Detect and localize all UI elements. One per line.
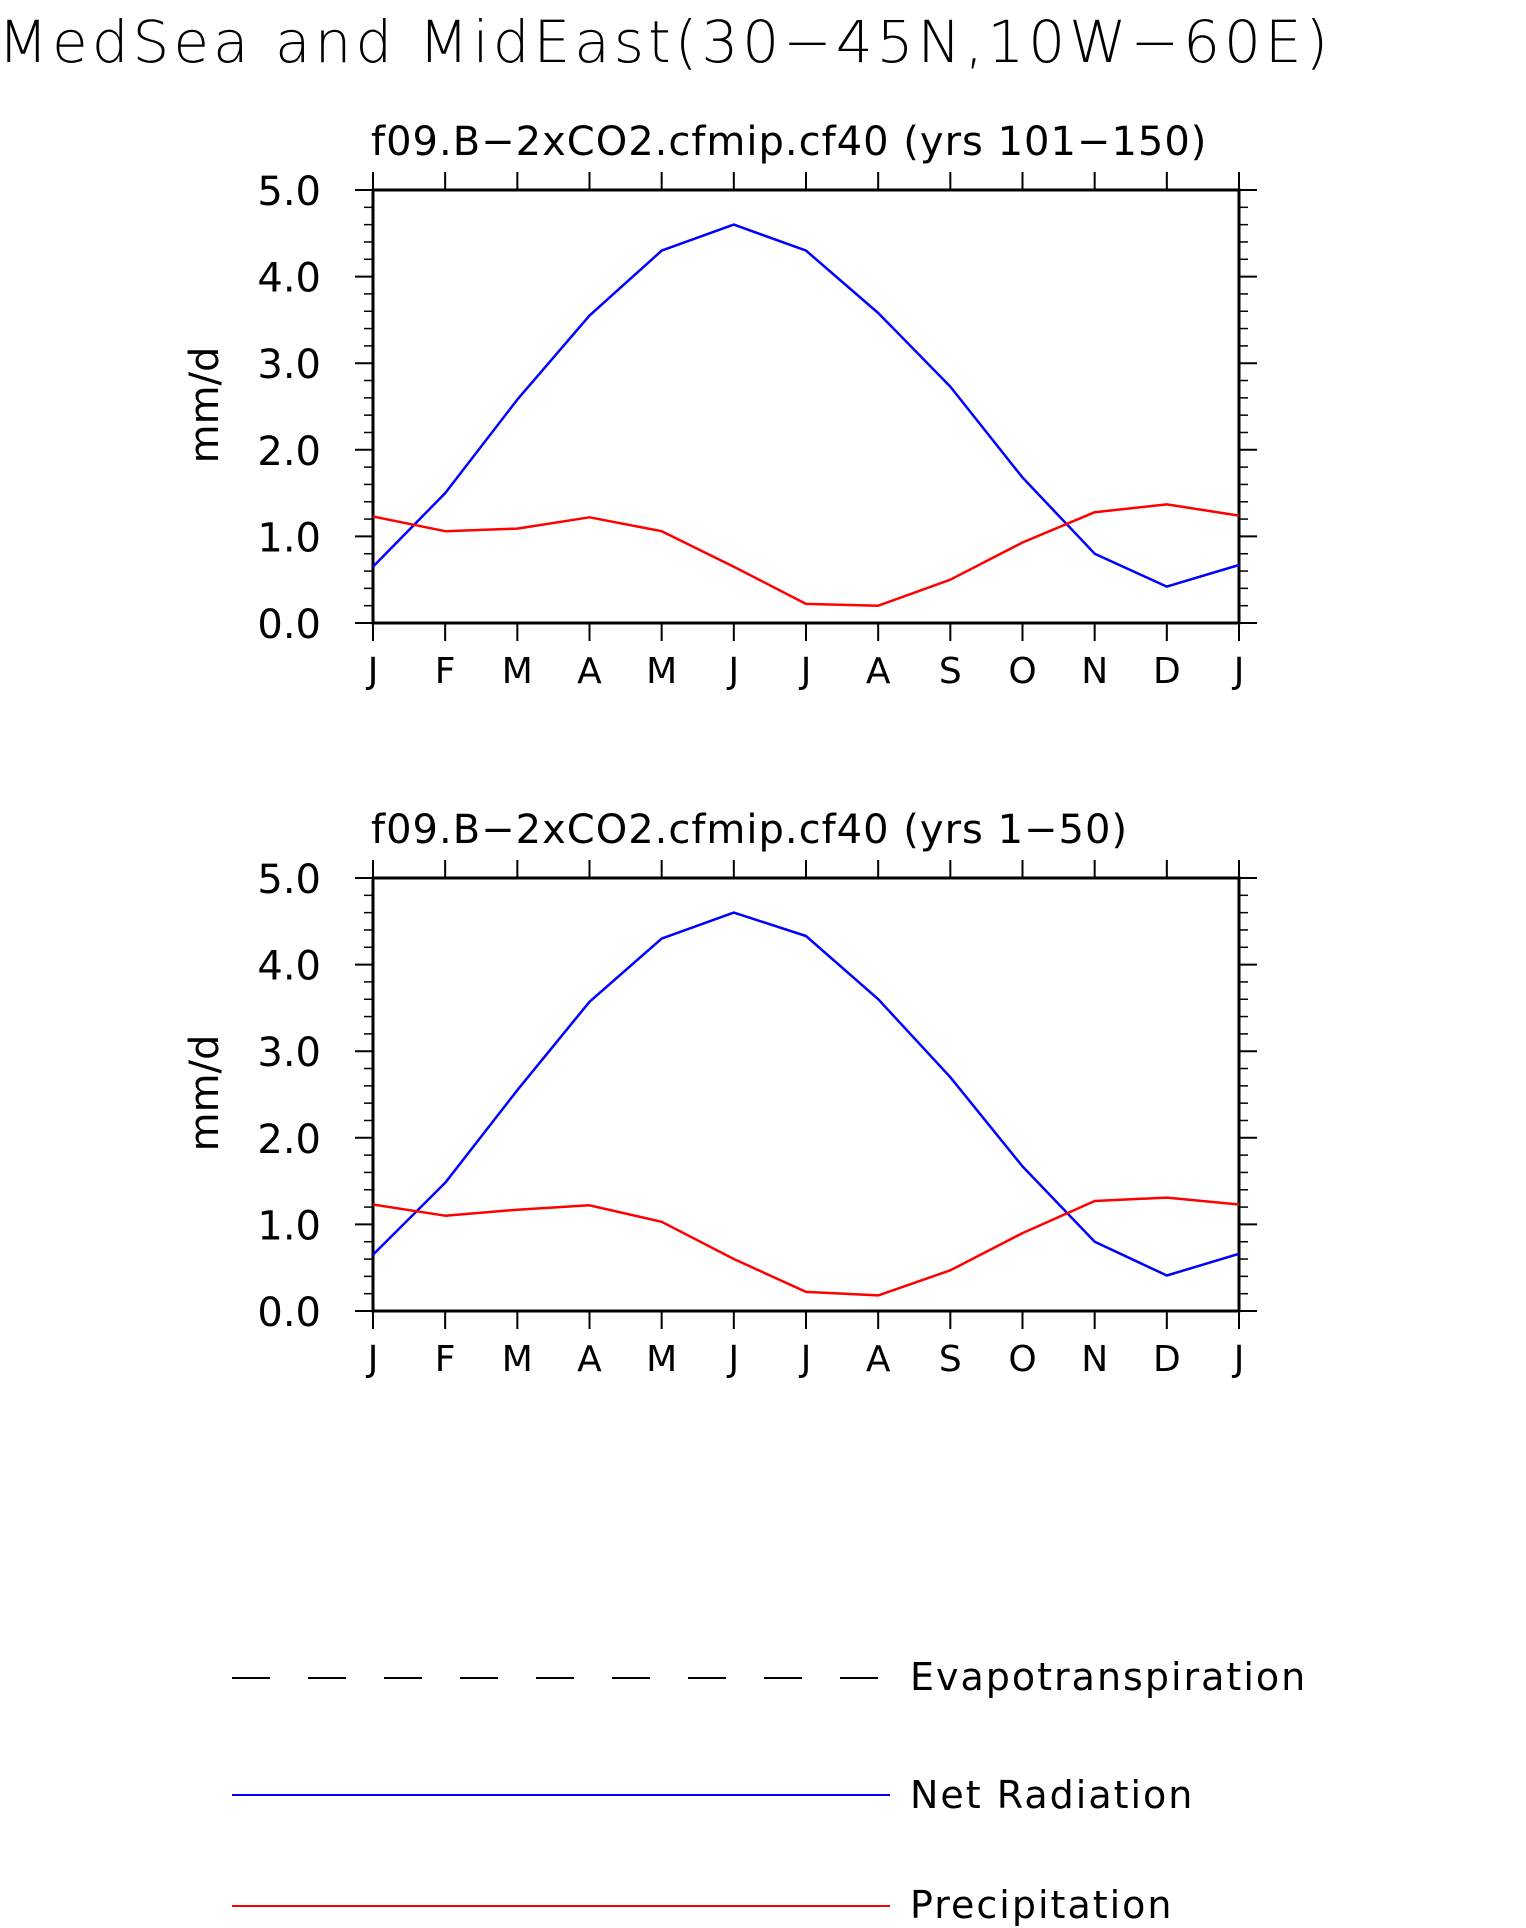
- y-tick-label: 4.0: [257, 256, 321, 302]
- x-tick-label: N: [1081, 1339, 1108, 1380]
- x-tick-label: M: [646, 651, 677, 692]
- y-tick-label: 1.0: [257, 515, 321, 561]
- x-tick-label: A: [577, 1339, 602, 1380]
- y-tick-label: 3.0: [257, 1030, 321, 1076]
- legend-item-evapotranspiration: Evapotranspiration: [232, 1655, 1307, 1699]
- x-tick-label: S: [939, 1339, 962, 1380]
- x-tick-label: A: [866, 1339, 891, 1380]
- figure-title: MedSea and MidEast(30−45N,10W−60E): [0, 8, 1332, 76]
- series-line-net-radiation: [372, 911, 1240, 1277]
- x-tick-label: J: [799, 651, 812, 692]
- panel-1-ylabel: mm/d: [182, 347, 228, 464]
- y-tick-label: 0.0: [257, 1290, 321, 1336]
- x-tick-label: J: [366, 651, 379, 692]
- panel-2-plot-frame: [371, 876, 1241, 1313]
- x-tick-label: M: [502, 1339, 533, 1380]
- x-tick-label: J: [799, 1339, 812, 1380]
- y-tick-label: 0.0: [257, 602, 321, 648]
- x-tick-label: J: [1232, 651, 1245, 692]
- x-tick-label: S: [939, 651, 962, 692]
- panel-1-ticks: J F M A M J J A S O N D J 0.0 1.0 2.0 3.0 4.0 5.0: [257, 169, 1257, 692]
- x-tick-label: J: [366, 1339, 379, 1380]
- x-tick-label: J: [727, 651, 740, 692]
- panel-2-title: f09.B−2xCO2.cfmip.cf40 (yrs 1−50): [371, 807, 1128, 853]
- legend-item-net-radiation: Net Radiation: [232, 1773, 1194, 1817]
- series-line-precipitation: [372, 1196, 1240, 1297]
- panel-2-series: [372, 911, 1240, 1297]
- y-tick-label: 3.0: [257, 342, 321, 388]
- panel-1-title: f09.B−2xCO2.cfmip.cf40 (yrs 101−150): [371, 119, 1207, 165]
- x-tick-label: A: [866, 651, 891, 692]
- y-tick-label: 5.0: [257, 857, 321, 903]
- y-tick-label: 2.0: [257, 429, 321, 475]
- legend-item-precipitation: Precipitation: [232, 1883, 1174, 1927]
- x-tick-label: M: [502, 651, 533, 692]
- x-tick-label: J: [727, 1339, 740, 1380]
- y-tick-label: 2.0: [257, 1117, 321, 1163]
- chart-panel-1: f09.B−2xCO2.cfmip.cf40 (yrs 101−150) mm/…: [182, 119, 1257, 692]
- x-tick-label: O: [1008, 651, 1036, 692]
- series-line-precipitation: [372, 503, 1240, 607]
- x-tick-label: D: [1153, 1339, 1181, 1380]
- panel-2-ylabel: mm/d: [182, 1035, 228, 1152]
- x-tick-label: F: [435, 651, 456, 692]
- legend-label-precipitation: Precipitation: [910, 1883, 1174, 1927]
- panel-1-series: [372, 223, 1240, 607]
- chart-panel-2: f09.B−2xCO2.cfmip.cf40 (yrs 1−50) mm/d J…: [182, 807, 1257, 1380]
- y-tick-label: 1.0: [257, 1203, 321, 1249]
- x-tick-label: D: [1153, 651, 1181, 692]
- legend-label-evapotranspiration: Evapotranspiration: [910, 1655, 1307, 1699]
- x-tick-label: M: [646, 1339, 677, 1380]
- x-tick-label: J: [1232, 1339, 1245, 1380]
- x-tick-label: F: [435, 1339, 456, 1380]
- legend-label-net-radiation: Net Radiation: [910, 1773, 1194, 1817]
- x-tick-label: N: [1081, 651, 1108, 692]
- series-line-net-radiation: [372, 223, 1240, 588]
- panel-1-plot-frame: [371, 188, 1241, 625]
- x-tick-label: O: [1008, 1339, 1036, 1380]
- y-tick-label: 5.0: [257, 169, 321, 215]
- legend: Evapotranspiration Net Radiation Precipi…: [232, 1655, 1307, 1927]
- y-tick-label: 4.0: [257, 944, 321, 990]
- x-tick-label: A: [577, 651, 602, 692]
- panel-2-ticks: J F M A M J J A S O N D J 0.0 1.0 2.0 3.0 4.0 5.0: [257, 857, 1257, 1380]
